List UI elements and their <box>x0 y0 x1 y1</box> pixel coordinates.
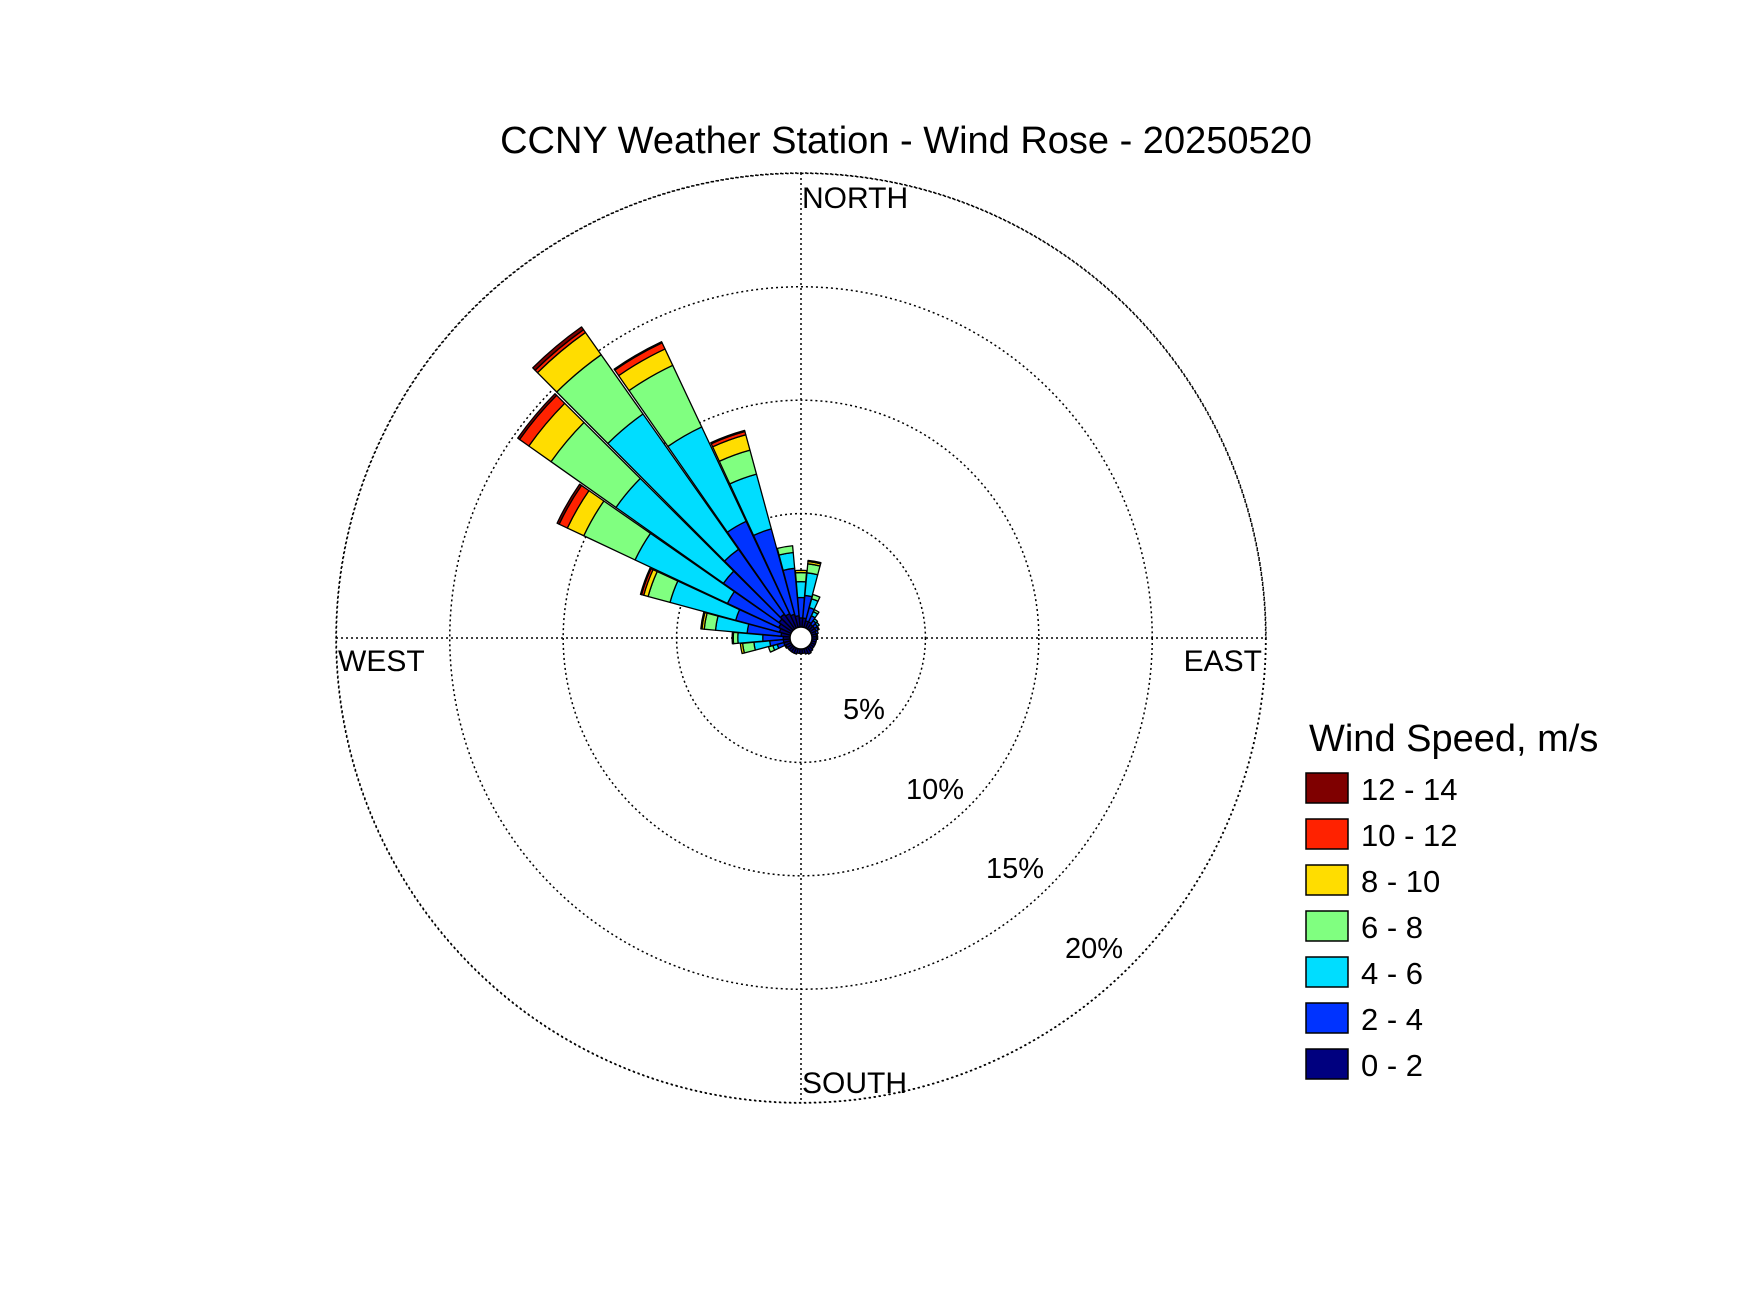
legend-swatch-6-8 <box>1305 910 1349 942</box>
sector-0-bin-3 <box>794 571 808 583</box>
ring-label-15: 15% <box>986 853 1044 885</box>
legend-label-4-6: 4 - 6 <box>1361 956 1423 991</box>
legend-swatch-8-10 <box>1305 864 1349 896</box>
east-label: EAST <box>1184 645 1262 678</box>
legend-title: Wind Speed, m/s <box>1309 718 1598 760</box>
legend: Wind Speed, m/s 12 - 14 10 - 12 8 - 10 6 - … <box>1305 718 1598 1083</box>
sector-20-bin-3 <box>810 593 821 602</box>
calm-center-circle <box>789 626 813 650</box>
ring-label-20: 20% <box>1065 933 1123 965</box>
chart-title: CCNY Weather Station - Wind Rose - 20250… <box>500 120 1312 162</box>
legend-label-10-12: 10 - 12 <box>1361 818 1458 853</box>
ring-label-10: 10% <box>906 774 964 806</box>
sector-310-bin-6 <box>517 393 558 441</box>
legend-label-6-8: 6 - 8 <box>1361 910 1423 945</box>
north-label: NORTH <box>802 182 908 215</box>
sector-10-bin-2 <box>804 572 819 598</box>
sector-30-bin-3 <box>812 608 820 615</box>
sector-50-bin-2 <box>814 621 820 628</box>
legend-label-8-10: 8 - 10 <box>1361 864 1440 899</box>
sector-0-bin-4 <box>794 569 808 574</box>
ring-label-5: 5% <box>843 694 885 726</box>
ring-10 <box>562 399 1040 877</box>
legend-swatch-2-4 <box>1305 1002 1349 1034</box>
wind-sectors <box>517 326 822 655</box>
legend-swatch-4-6 <box>1305 956 1349 988</box>
legend-swatch-0-2 <box>1305 1048 1349 1080</box>
legend-label-12-14: 12 - 14 <box>1361 772 1458 807</box>
west-label: WEST <box>338 645 425 678</box>
sector-320-bin-6 <box>532 326 585 371</box>
sector-350-bin-3 <box>776 545 794 556</box>
sector-340-bin-6 <box>710 429 746 445</box>
sector-10-bin-5 <box>807 559 822 565</box>
legend-label-2-4: 2 - 4 <box>1361 1002 1423 1037</box>
sector-330-bin-6 <box>613 341 663 371</box>
legend-swatch-10-12 <box>1305 818 1349 850</box>
sector-280-bin-5 <box>700 611 706 630</box>
sector-60-bin-2 <box>815 625 820 631</box>
sector-300-bin-6 <box>556 483 583 525</box>
sector-270-bin-4 <box>731 631 735 645</box>
legend-label-0-2: 0 - 2 <box>1361 1048 1423 1083</box>
sector-290-bin-6 <box>639 567 652 596</box>
sector-70-bin-1 <box>814 629 819 635</box>
sector-90-bin-1 <box>815 635 819 641</box>
legend-swatch-12-14 <box>1305 772 1349 804</box>
south-label: SOUTH <box>802 1067 907 1100</box>
